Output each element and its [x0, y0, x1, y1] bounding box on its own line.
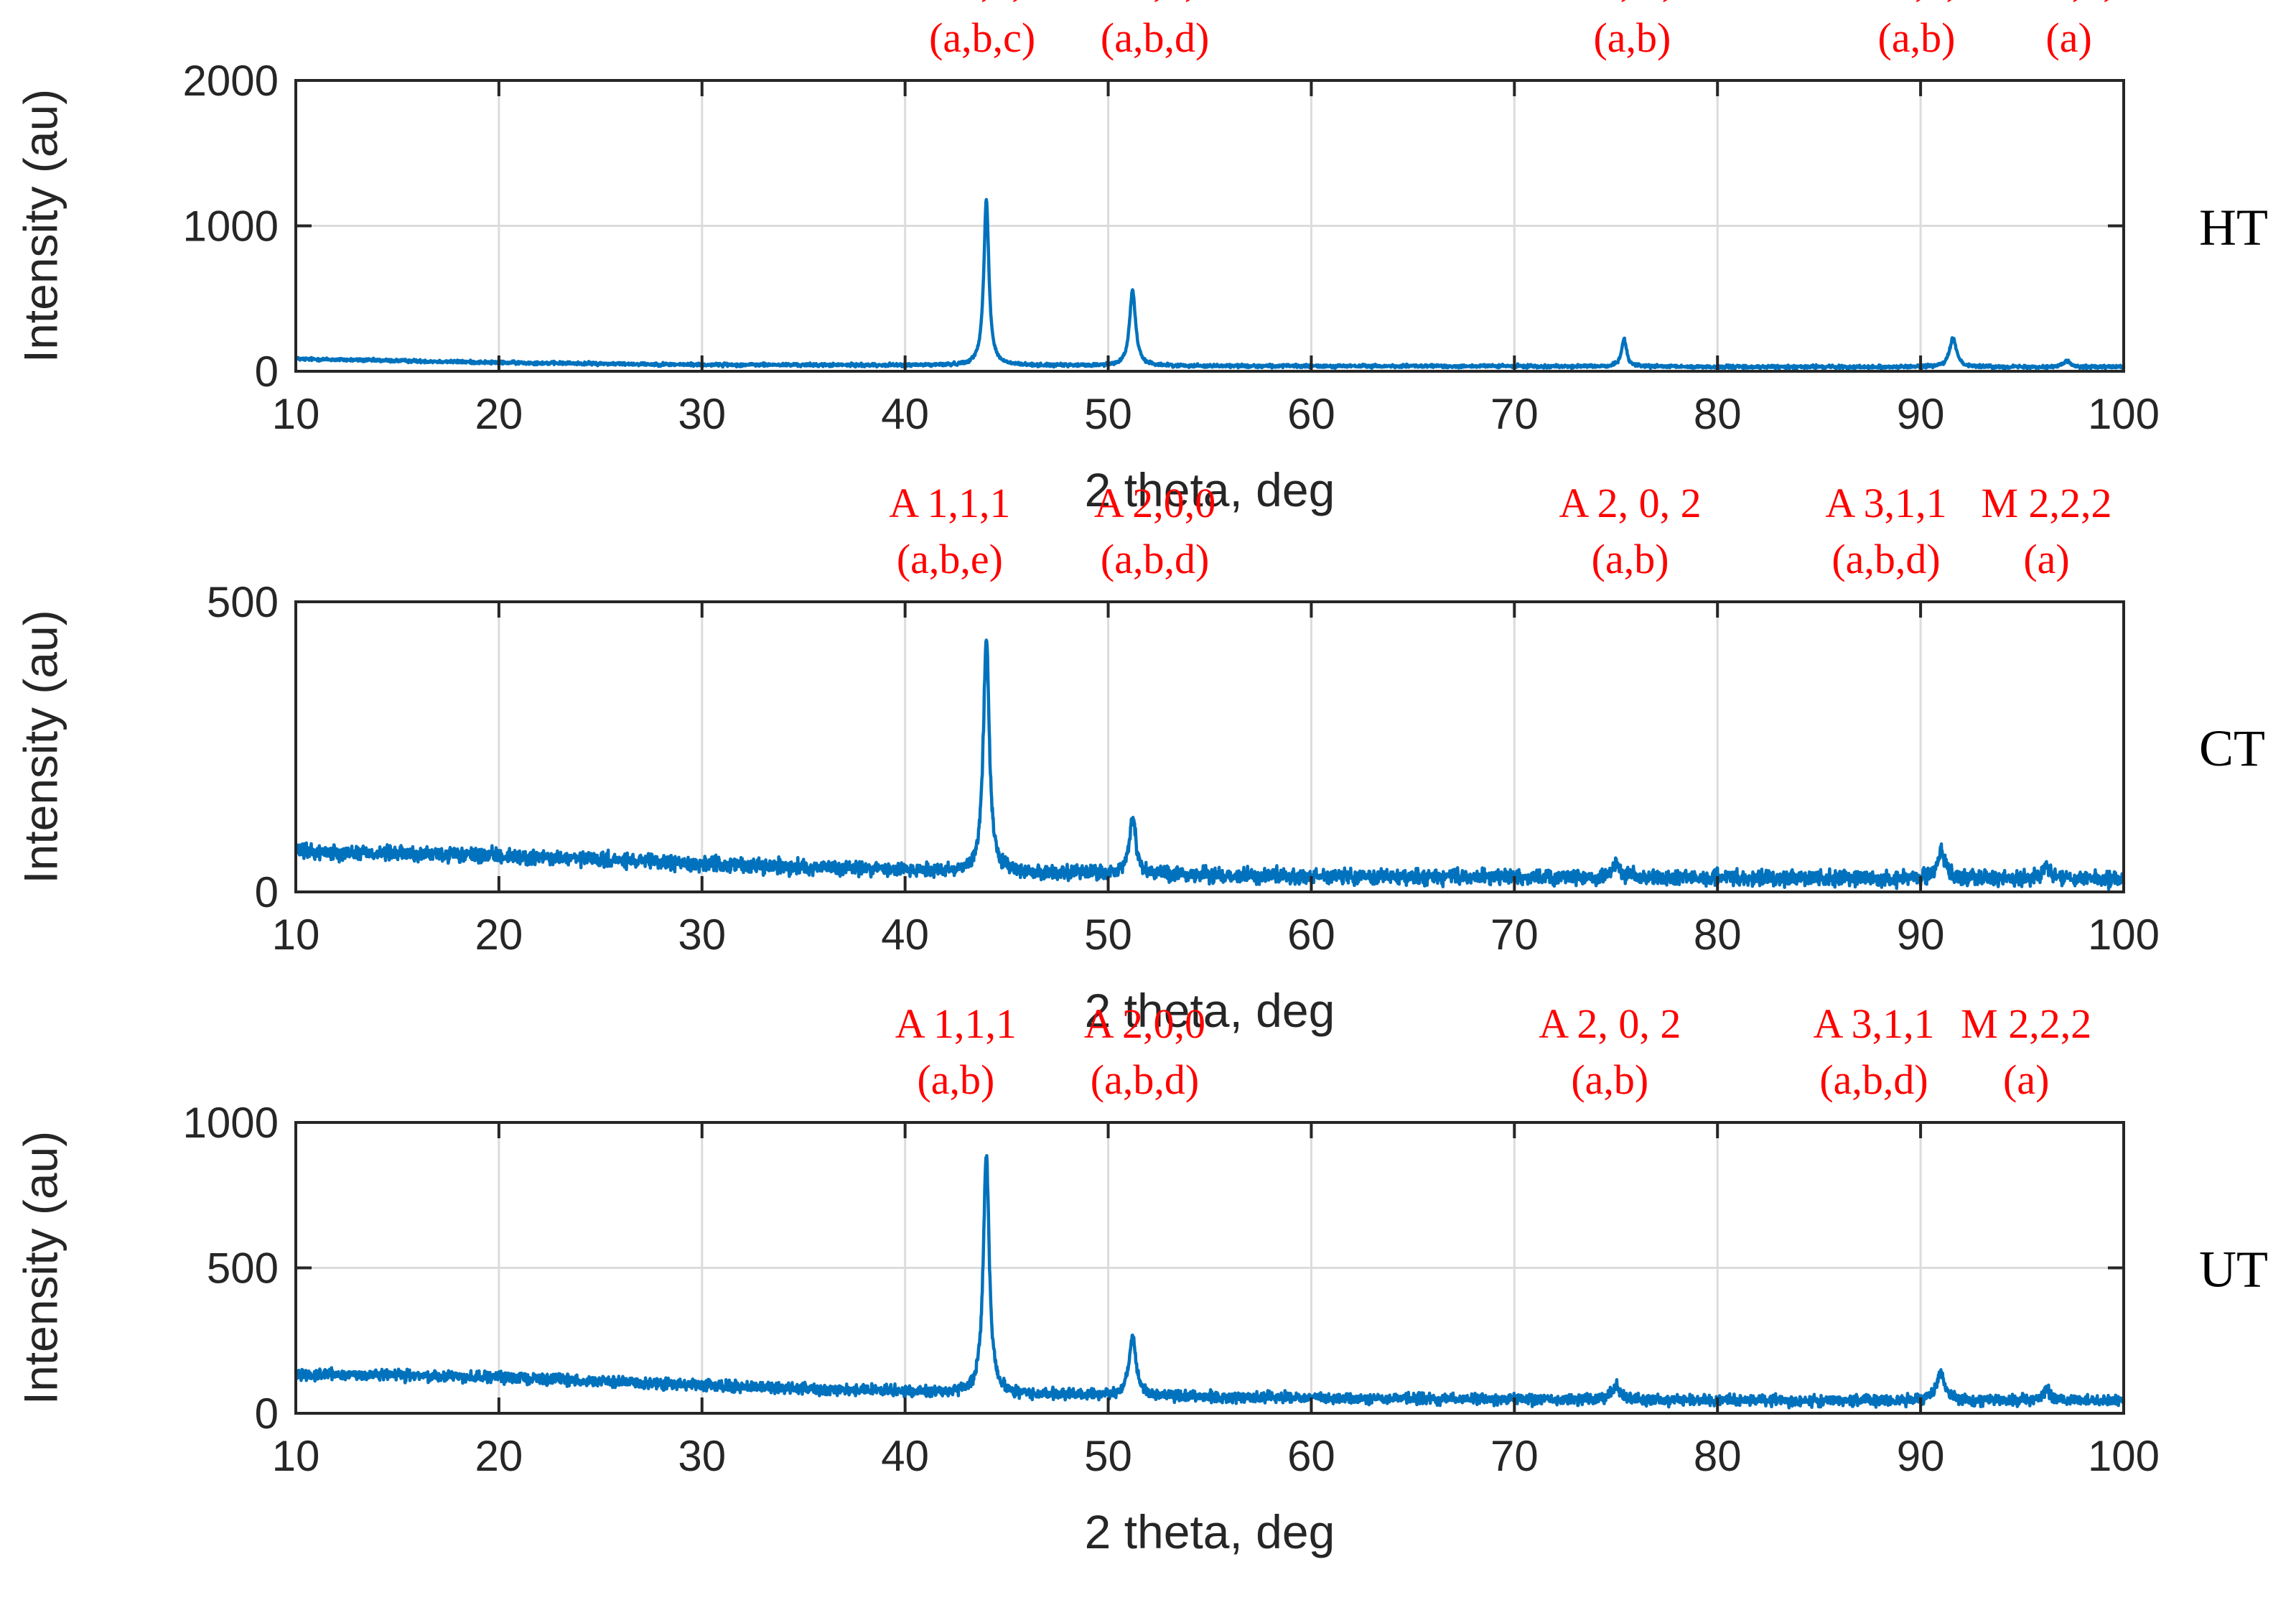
peak-annotation-label: A 1,1,1 — [889, 480, 1010, 526]
x-tick-label: 80 — [1694, 390, 1742, 438]
x-tick-label: 40 — [881, 911, 929, 959]
peak-annotation-label: A 2, 0, 2 — [1561, 0, 1703, 5]
peak-annotation-sub: (a,b,d) — [1091, 1056, 1199, 1103]
x-tick-label: 20 — [475, 911, 523, 959]
x-axis-label: 2 theta, deg — [1085, 984, 1335, 1037]
x-axis-label: 2 theta, deg — [1085, 463, 1335, 516]
peak-annotation-label: A 1,1,1 — [922, 0, 1043, 5]
x-tick-label: 100 — [2088, 1432, 2160, 1480]
x-tick-label: 10 — [272, 911, 320, 959]
peak-annotation-label: A 2,0,0 — [1094, 480, 1215, 526]
peak-annotation-sub: (a,b,d) — [1819, 1056, 1928, 1103]
x-tick-label: 20 — [475, 1432, 523, 1480]
peak-annotation-sub: (a,b) — [1592, 536, 1669, 582]
peak-annotation-sub: (a,b) — [1878, 14, 1956, 61]
x-tick-label: 30 — [678, 1432, 726, 1480]
panel-label: CT — [2199, 720, 2265, 777]
x-tick-label: 100 — [2088, 390, 2160, 438]
x-axis-label: 2 theta, deg — [1085, 1505, 1335, 1558]
y-tick-label: 0 — [255, 868, 279, 916]
x-tick-label: 90 — [1897, 1432, 1945, 1480]
x-tick-label: 100 — [2088, 911, 2160, 959]
x-tick-label: 30 — [678, 911, 726, 959]
peak-annotation-sub: (a,b) — [1571, 1056, 1648, 1103]
x-tick-label: 60 — [1287, 390, 1335, 438]
peak-annotation-sub: (a,b,c) — [929, 14, 1035, 61]
peak-annotation-label: A 2,0,0 — [1094, 0, 1215, 5]
plot-frame — [294, 600, 2125, 893]
y-tick-label: 2000 — [183, 57, 279, 105]
x-tick-label: 70 — [1490, 1432, 1539, 1480]
peak-annotation-sub: (a,b,d) — [1101, 14, 1209, 61]
peak-annotation-label: M 2,2,2 — [2004, 0, 2134, 5]
x-tick-label: 80 — [1694, 911, 1742, 959]
peak-annotation-sub: (a,b) — [917, 1056, 994, 1103]
y-axis-label: Intensity (au) — [14, 89, 67, 363]
peak-annotation-label: A 3,1,1 — [1813, 1000, 1934, 1047]
y-tick-label: 0 — [255, 348, 279, 396]
peak-annotation-label: A 3,1,1 — [1856, 0, 1977, 5]
peak-annotation-label: M 2,2,2 — [1981, 480, 2111, 526]
y-tick-label: 500 — [207, 578, 279, 626]
peak-annotation-label: A 2, 0, 2 — [1539, 1000, 1681, 1047]
xrd-pattern-line-ct — [294, 638, 2126, 891]
x-tick-label: 90 — [1897, 390, 1945, 438]
x-tick-label: 40 — [881, 1432, 929, 1480]
x-tick-label: 90 — [1897, 911, 1945, 959]
peak-annotation-sub: (a,b) — [1593, 14, 1671, 61]
peak-annotation-label: A 2, 0, 2 — [1559, 480, 1701, 526]
x-tick-label: 50 — [1084, 911, 1132, 959]
y-axis-label: Intensity (au) — [14, 1131, 67, 1405]
peak-annotation-sub: (a,b,d) — [1831, 536, 1940, 582]
panel-label: HT — [2199, 199, 2268, 256]
y-tick-label: 500 — [207, 1245, 279, 1293]
xrd-pattern-line-ht — [294, 197, 2126, 371]
x-tick-label: 50 — [1084, 390, 1132, 438]
peak-annotation-sub: (a) — [2023, 536, 2069, 582]
peak-annotation-label: M 2,2,2 — [1961, 1000, 2091, 1047]
y-axis-label: Intensity (au) — [14, 610, 67, 884]
x-tick-label: 60 — [1287, 911, 1335, 959]
y-tick-label: 1000 — [183, 203, 279, 251]
x-tick-label: 40 — [881, 390, 929, 438]
x-tick-label: 80 — [1694, 1432, 1742, 1480]
chart-panel-ct: 10 20 30 40 50 60 70 80 90 100 0 500 2 theta, deg Int… — [14, 480, 2265, 1037]
x-tick-label: 50 — [1084, 1432, 1132, 1480]
x-tick-label: 70 — [1490, 390, 1539, 438]
peak-annotation-sub: (a) — [2045, 14, 2091, 61]
x-tick-label: 10 — [272, 1432, 320, 1480]
peak-annotation-sub: (a) — [2003, 1056, 2049, 1103]
peak-annotation-label: A 2,0,0 — [1084, 1000, 1205, 1047]
x-tick-label: 30 — [678, 390, 726, 438]
x-tick-label: 10 — [272, 390, 320, 438]
y-tick-label: 0 — [255, 1390, 279, 1438]
x-tick-label: 70 — [1490, 911, 1539, 959]
x-tick-label: 20 — [475, 390, 523, 438]
x-tick-label: 60 — [1287, 1432, 1335, 1480]
panel-label: UT — [2199, 1241, 2268, 1298]
peak-annotation-sub: (a,b,e) — [897, 536, 1003, 582]
xrd-pattern-line-ut — [294, 1153, 2126, 1410]
peak-annotation-sub: (a,b,d) — [1101, 536, 1209, 582]
peak-annotation-label: A 3,1,1 — [1825, 480, 1946, 526]
y-tick-label: 1000 — [183, 1099, 279, 1147]
peak-annotation-label: A 1,1,1 — [895, 1000, 1017, 1047]
